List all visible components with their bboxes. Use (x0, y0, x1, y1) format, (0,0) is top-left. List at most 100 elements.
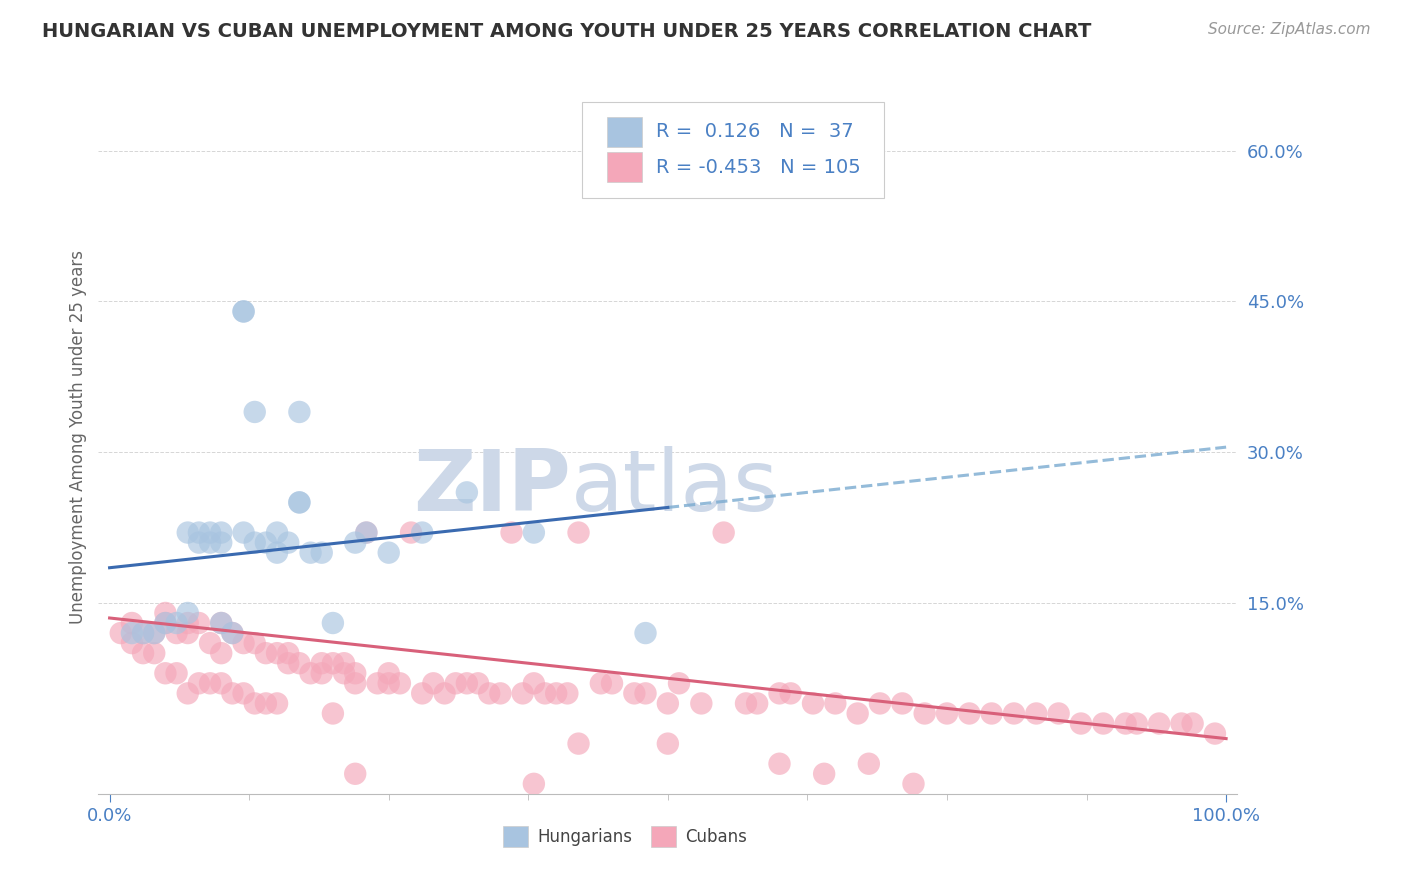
Point (155, 615, 177, 630)
Point (801, 697, 824, 711)
Point (198, 525, 221, 540)
Point (623, 686, 645, 700)
Point (546, 686, 568, 700)
Point (1047, 706, 1070, 721)
Point (299, 666, 322, 681)
Point (399, 525, 422, 540)
Point (534, 686, 557, 700)
Text: Cubans: Cubans (685, 828, 747, 846)
Point (198, 636, 221, 650)
Point (277, 657, 299, 671)
Point (209, 535, 232, 549)
Point (209, 676, 232, 690)
Point (311, 657, 333, 671)
Point (657, 697, 679, 711)
Point (1002, 706, 1025, 721)
Point (155, 615, 177, 630)
Point (567, 525, 589, 540)
FancyBboxPatch shape (651, 826, 676, 847)
Point (957, 706, 980, 721)
Point (690, 697, 713, 711)
Point (779, 686, 801, 700)
Point (266, 546, 288, 560)
Point (221, 626, 243, 640)
Point (1070, 716, 1092, 731)
Point (243, 535, 266, 549)
Point (288, 405, 311, 419)
Point (422, 676, 444, 690)
FancyBboxPatch shape (607, 153, 641, 182)
Point (232, 304, 254, 318)
Point (344, 535, 367, 549)
FancyBboxPatch shape (582, 102, 884, 198)
Point (377, 676, 399, 690)
Point (166, 626, 188, 640)
Point (411, 686, 433, 700)
Point (311, 666, 333, 681)
Point (266, 525, 288, 540)
Point (444, 676, 467, 690)
Point (557, 686, 579, 700)
Text: ZIP: ZIP (413, 445, 571, 529)
Point (187, 535, 209, 549)
Point (177, 606, 200, 620)
Point (344, 766, 367, 780)
Point (155, 606, 177, 620)
Point (903, 777, 925, 791)
Point (110, 626, 132, 640)
Point (489, 686, 512, 700)
Point (121, 636, 143, 650)
Point (356, 525, 378, 540)
Point (936, 706, 959, 721)
Point (668, 676, 690, 690)
Point (523, 525, 546, 540)
Point (121, 626, 143, 640)
Point (209, 525, 232, 540)
Point (1181, 716, 1204, 731)
Point (143, 626, 166, 640)
Point (980, 706, 1002, 721)
Point (311, 546, 333, 560)
Point (166, 615, 188, 630)
Point (121, 615, 143, 630)
Point (523, 777, 546, 791)
Point (243, 405, 266, 419)
Point (243, 636, 266, 650)
Y-axis label: Unemployment Among Youth under 25 years: Unemployment Among Youth under 25 years (69, 250, 87, 624)
Point (187, 615, 209, 630)
Point (187, 525, 209, 540)
Point (209, 615, 232, 630)
Point (277, 646, 299, 660)
Point (713, 525, 735, 540)
Point (221, 686, 243, 700)
Point (288, 495, 311, 509)
Point (600, 676, 623, 690)
Point (768, 756, 790, 771)
Point (356, 525, 378, 540)
Point (187, 676, 209, 690)
Point (344, 676, 367, 690)
FancyBboxPatch shape (503, 826, 527, 847)
Point (166, 666, 188, 681)
Point (288, 657, 311, 671)
Point (377, 546, 399, 560)
Point (198, 535, 221, 549)
Point (634, 626, 657, 640)
Point (657, 737, 679, 751)
Point (243, 697, 266, 711)
Point (634, 686, 657, 700)
Point (1147, 716, 1170, 731)
Point (388, 676, 411, 690)
Point (377, 666, 399, 681)
Text: R =  0.126   N =  37: R = 0.126 N = 37 (657, 122, 853, 141)
Point (132, 626, 155, 640)
Point (501, 525, 523, 540)
Point (467, 676, 489, 690)
Point (322, 706, 344, 721)
Point (322, 615, 344, 630)
Point (198, 676, 221, 690)
Point (254, 646, 277, 660)
Point (333, 666, 356, 681)
Point (824, 697, 846, 711)
Point (1126, 716, 1149, 731)
